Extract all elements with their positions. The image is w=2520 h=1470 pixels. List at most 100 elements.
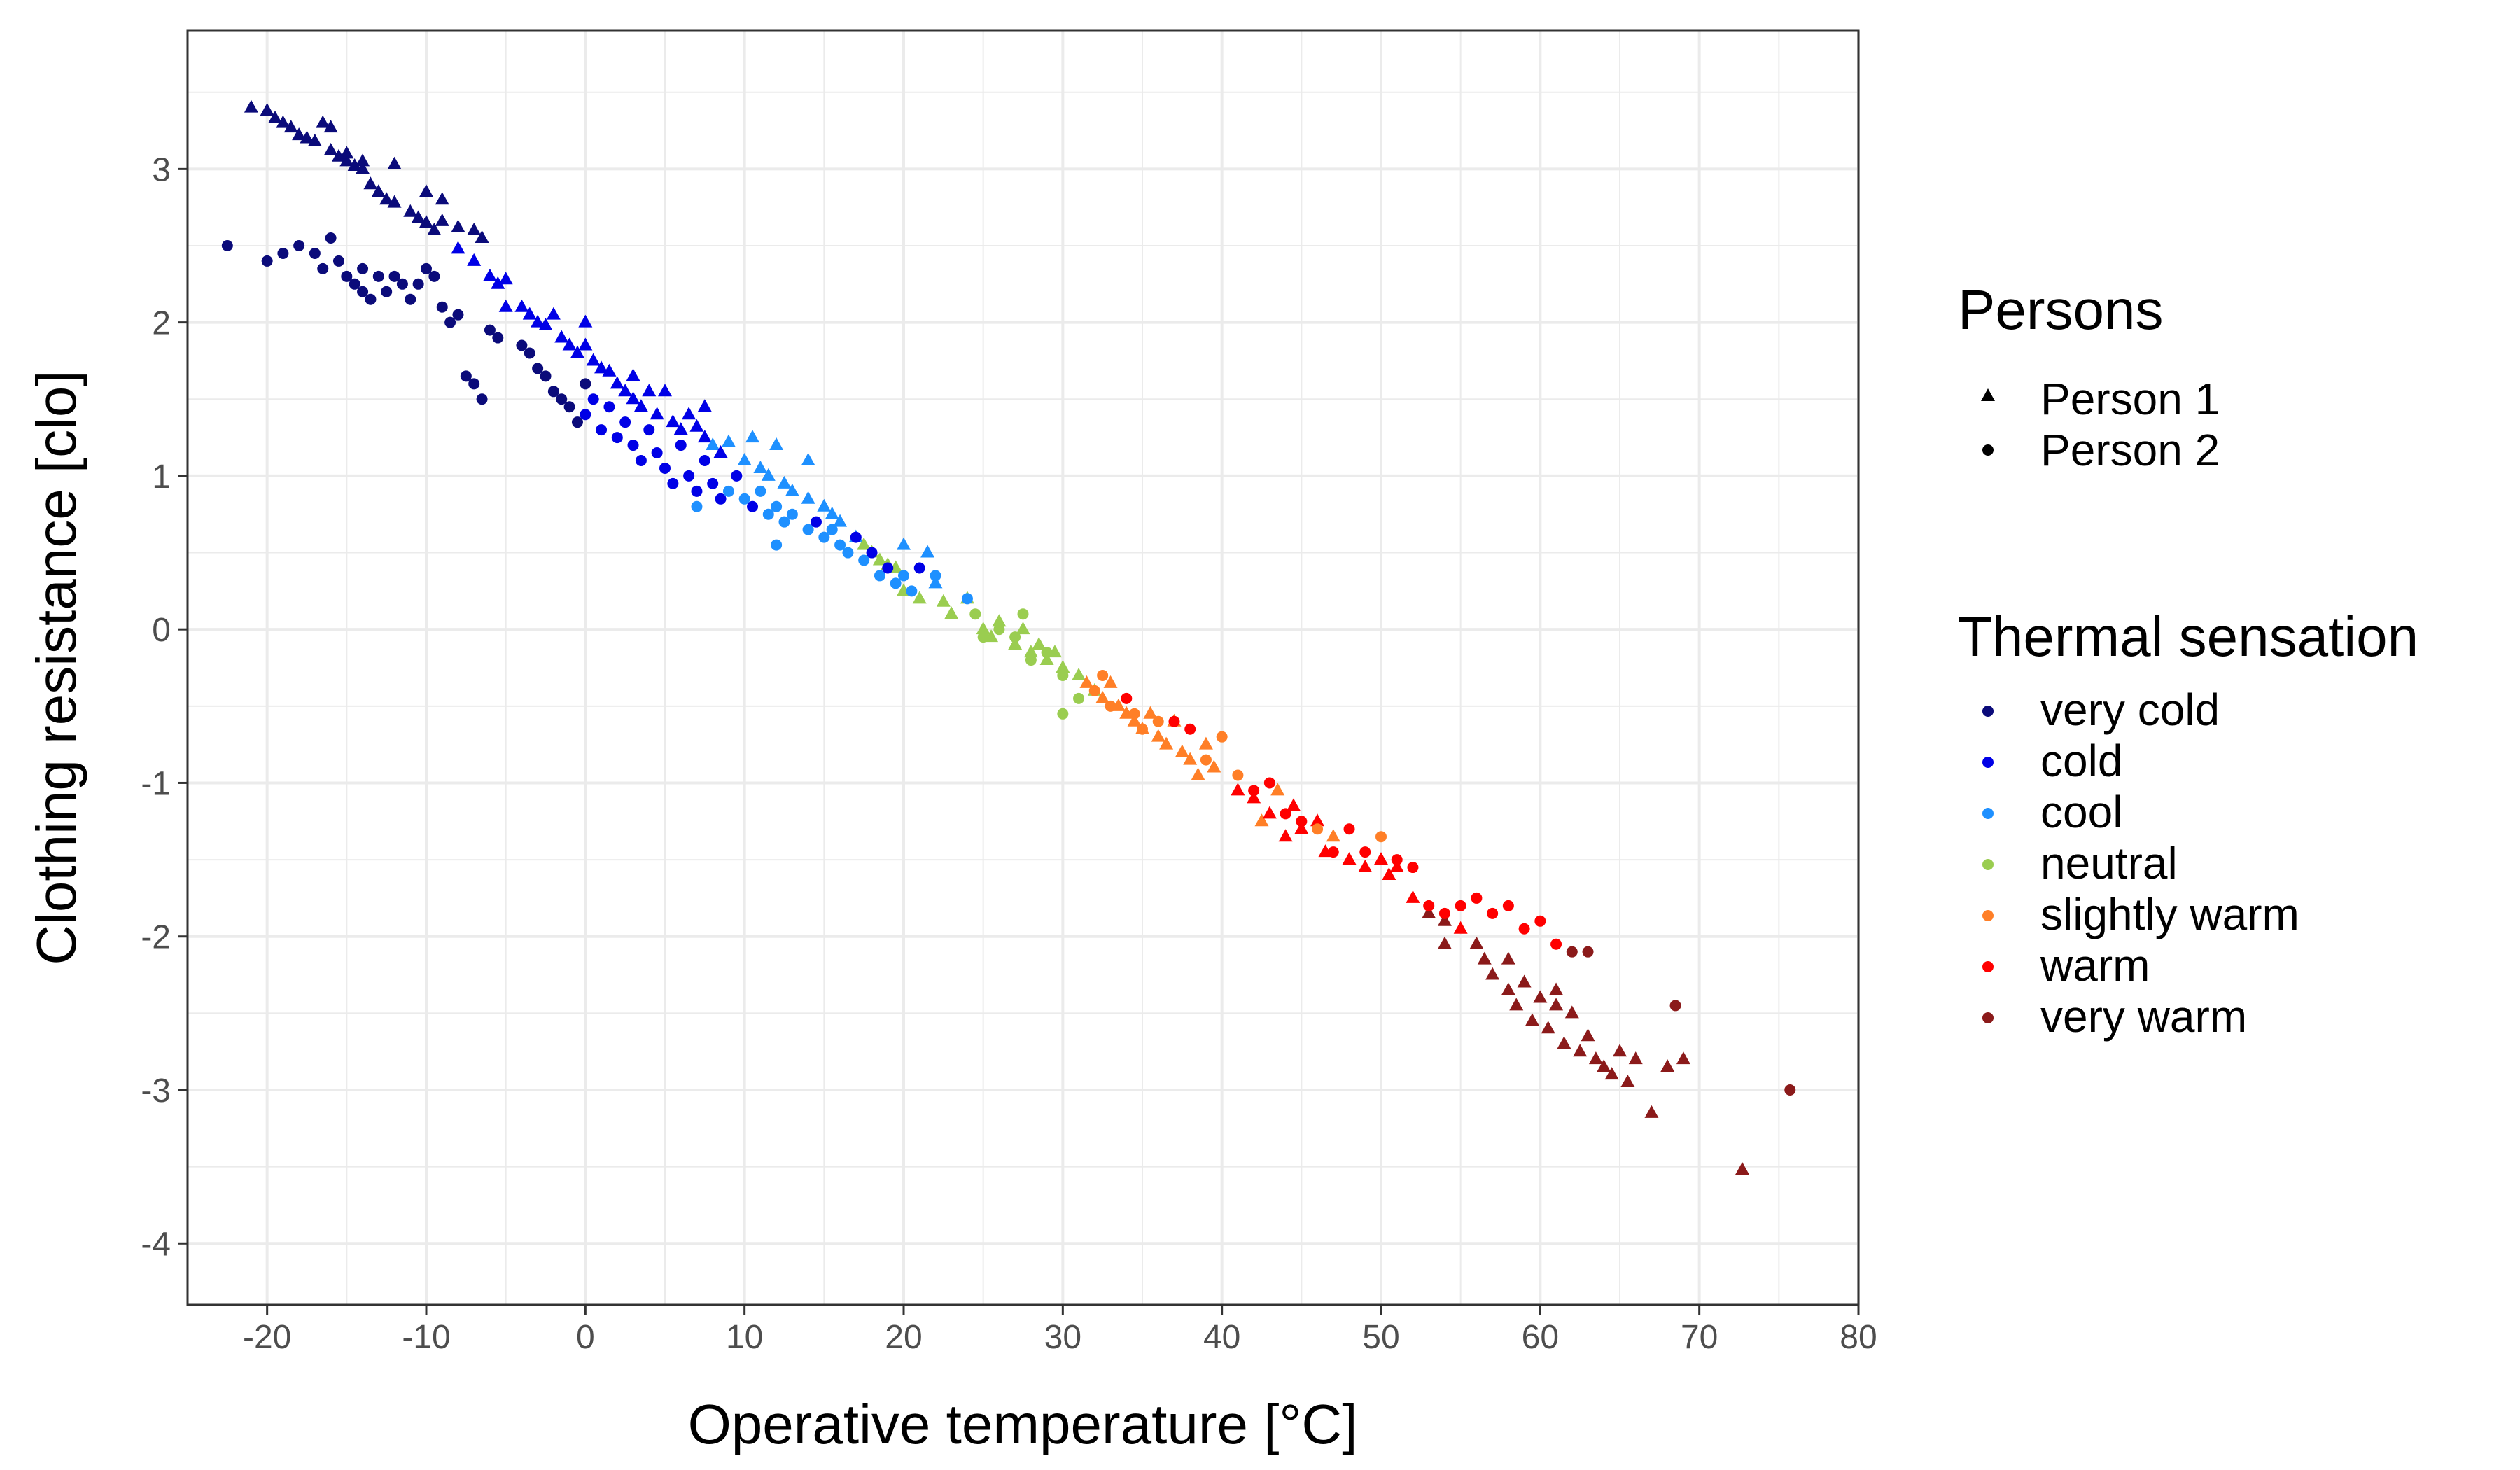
point-person-1 [825,506,839,519]
point-person-1 [936,594,951,607]
point-person-1 [1016,622,1030,635]
y-tick-label: 2 [152,305,171,342]
point-person-2 [460,370,472,382]
panel-border [186,29,1860,1306]
point-person-1 [1231,783,1245,796]
point-person-2 [635,454,647,466]
point-person-2 [372,270,384,282]
point-person-1 [491,276,505,289]
point-person-1 [498,299,513,312]
point-person-2 [627,440,639,451]
point-person-1 [769,438,784,451]
x-tick-label: 40 [1203,1319,1240,1356]
point-person-1 [323,143,338,156]
y-tick-label: -2 [141,919,171,956]
point-person-1 [690,419,704,432]
point-person-1 [1628,1051,1643,1065]
point-person-1 [546,307,561,320]
point-person-2 [1137,723,1148,735]
legend-label-cold: cold [2040,736,2122,786]
point-person-1 [1127,713,1142,727]
point-person-2 [476,393,488,405]
point-person-2 [651,447,663,459]
x-tick-label: 0 [576,1319,595,1356]
point-person-1 [1620,1074,1635,1088]
point-person-1 [833,514,848,527]
point-person-2 [1264,777,1275,789]
point-person-1 [713,445,728,458]
point-person-2 [603,401,615,413]
point-person-1 [1294,821,1309,834]
point-person-2 [547,386,559,398]
point-person-2 [1327,846,1339,858]
point-person-2 [428,270,440,282]
point-person-2 [1097,669,1109,681]
x-tick-label: 50 [1362,1319,1399,1356]
point-person-2 [1502,899,1514,911]
point-person-1 [307,133,322,146]
point-person-1 [538,318,553,331]
point-person-1 [379,192,394,205]
point-person-1 [801,452,816,465]
point-person-1 [1270,783,1285,796]
point-person-1 [1382,867,1396,881]
point-person-2 [468,378,480,390]
point-person-1 [1660,1059,1675,1072]
point-person-2 [405,293,416,305]
point-person-1 [1198,736,1213,750]
point-person-2 [1296,816,1308,827]
point-person-2 [1407,862,1419,874]
point-person-1 [356,153,370,167]
point-person-1 [1207,760,1222,773]
point-person-2 [1152,715,1164,727]
point-person-1 [1541,1021,1555,1034]
point-person-2 [778,516,790,528]
x-tick-label: 30 [1044,1319,1082,1356]
legend-swatch-very-warm [1982,1012,1994,1023]
point-person-1 [650,407,664,420]
legend-sensation-title: Thermal sensation [1958,606,2418,668]
point-person-1 [578,337,593,351]
x-tick-label: 10 [726,1319,763,1356]
point-person-2 [540,370,552,382]
point-person-1 [673,422,688,435]
point-person-2 [1312,823,1324,835]
point-person-2 [707,477,719,489]
point-person-2 [516,340,528,351]
point-person-1 [578,314,593,328]
point-person-2 [1343,823,1355,835]
point-person-2 [452,309,464,321]
point-person-1 [1358,860,1373,873]
point-person-1 [1564,1005,1579,1018]
x-tick-label: 20 [885,1319,922,1356]
point-person-2 [396,278,408,290]
point-person-1 [1501,982,1516,995]
legend-swatch-slightly-warm [1982,910,1994,921]
point-person-1 [435,213,449,226]
point-person-2 [492,332,504,344]
point-person-1 [554,330,569,343]
point-person-1 [761,468,776,481]
point-person-2 [1280,808,1292,820]
point-person-1 [268,110,283,123]
point-person-1 [1501,951,1516,965]
point-person-2 [1105,700,1116,712]
point-person-2 [762,508,774,520]
point-person-2 [890,578,902,589]
point-person-2 [747,500,759,512]
y-axis-tick-labels: -4 -3 -2 -1 0 1 2 3 [141,151,171,1263]
point-person-1 [706,438,720,451]
legend-persons: Persons Person 1 Person 2 [1958,279,2220,475]
point-person-1 [522,307,537,320]
point-person-1 [363,176,378,190]
legend-label-neutral: neutral [2040,838,2178,888]
x-tick-label: -10 [402,1319,450,1356]
point-person-1 [1406,890,1420,903]
point-person-2 [1438,907,1450,919]
point-person-1 [292,127,307,141]
point-person-2 [580,409,592,421]
point-person-1 [531,314,545,328]
point-person-2 [571,416,583,428]
point-person-2 [436,301,448,313]
point-person-2 [731,470,743,482]
